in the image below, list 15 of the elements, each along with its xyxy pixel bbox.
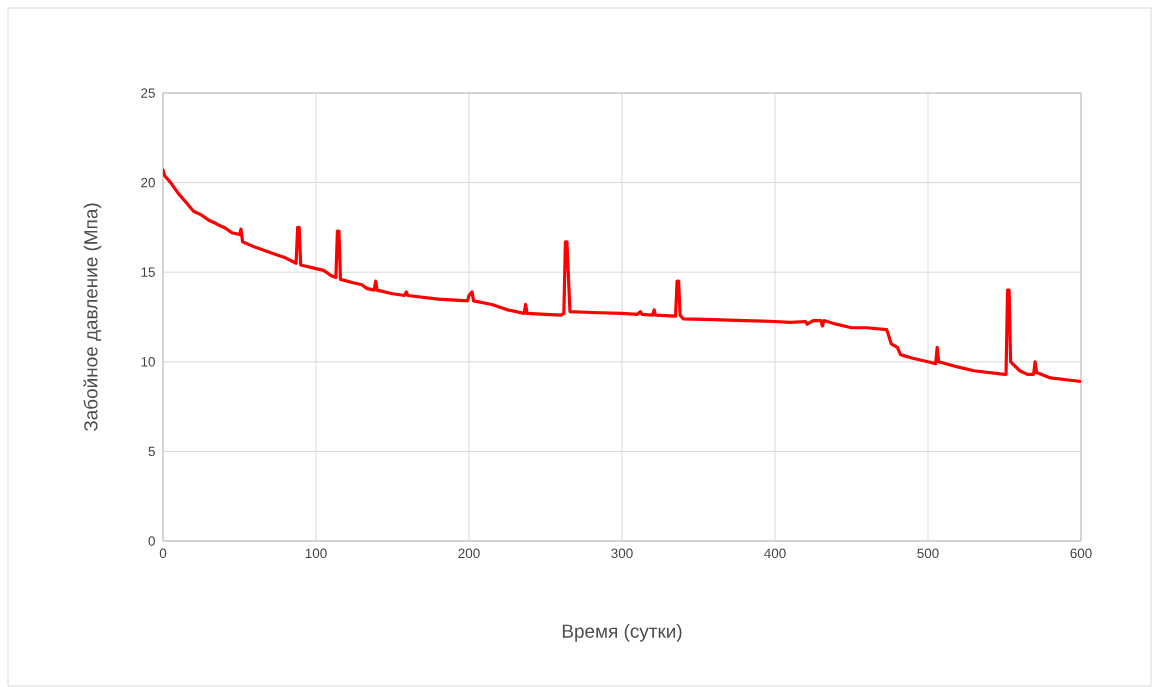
x-tick-label: 600 (1070, 548, 1092, 559)
y-tick-label: 25 (141, 88, 155, 98)
y-tick-label: 5 (148, 446, 155, 457)
x-axis-title: Время (сутки) (562, 624, 682, 642)
x-tick-label: 200 (458, 548, 480, 559)
x-tick-label: 0 (159, 548, 167, 559)
x-tick-label: 400 (764, 548, 786, 559)
y-tick-label: 0 (148, 536, 155, 546)
y-tick-label: 20 (141, 177, 155, 188)
x-tick-label: 300 (611, 548, 633, 559)
y-tick-label: 15 (141, 267, 155, 277)
x-tick-label: 500 (917, 548, 939, 559)
y-axis-title: Забойное давление (Мпа) (83, 203, 102, 432)
x-tick-label: 100 (305, 548, 327, 559)
y-tick-label: 10 (141, 357, 155, 367)
